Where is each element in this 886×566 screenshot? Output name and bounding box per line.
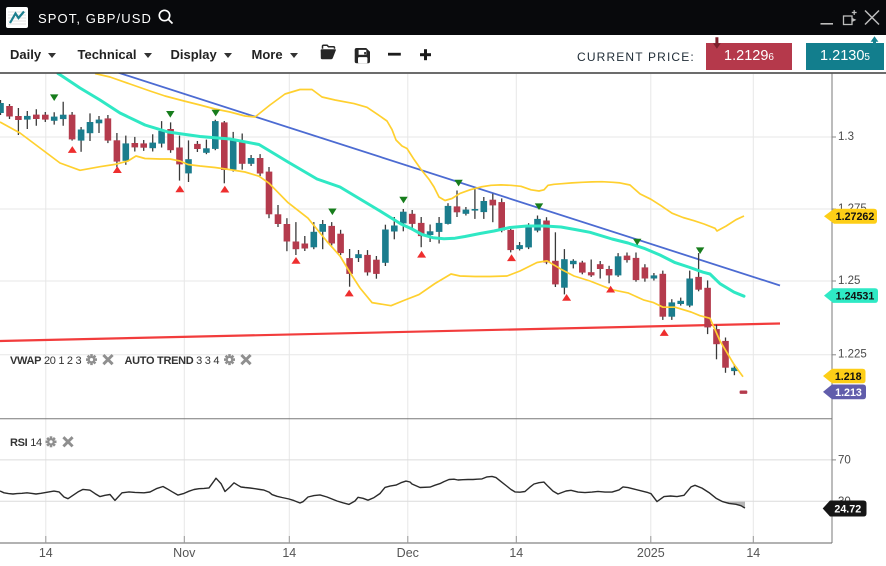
- svg-text:1.25: 1.25: [838, 275, 860, 287]
- svg-text:1.27262: 1.27262: [836, 211, 875, 223]
- svg-text:14: 14: [39, 546, 53, 560]
- svg-text:1.213: 1.213: [835, 387, 862, 399]
- svg-text:14: 14: [282, 546, 296, 560]
- svg-text:70: 70: [838, 455, 851, 467]
- svg-text:AUTO TREND 3 3 4: AUTO TREND 3 3 4: [125, 355, 220, 367]
- svg-text:14: 14: [746, 546, 760, 560]
- svg-text:1.24531: 1.24531: [836, 291, 875, 303]
- svg-text:1.218: 1.218: [835, 371, 862, 383]
- svg-text:VWAP 20 1 2 3: VWAP 20 1 2 3: [10, 355, 81, 367]
- svg-text:1.3: 1.3: [838, 131, 854, 143]
- svg-text:Nov: Nov: [173, 546, 196, 560]
- svg-text:2025: 2025: [637, 546, 665, 560]
- svg-text:14: 14: [509, 546, 523, 560]
- svg-text:1.225: 1.225: [838, 349, 867, 361]
- svg-text:Dec: Dec: [397, 546, 419, 560]
- svg-text:RSI 14: RSI 14: [10, 437, 42, 449]
- svg-text:24.72: 24.72: [834, 504, 861, 516]
